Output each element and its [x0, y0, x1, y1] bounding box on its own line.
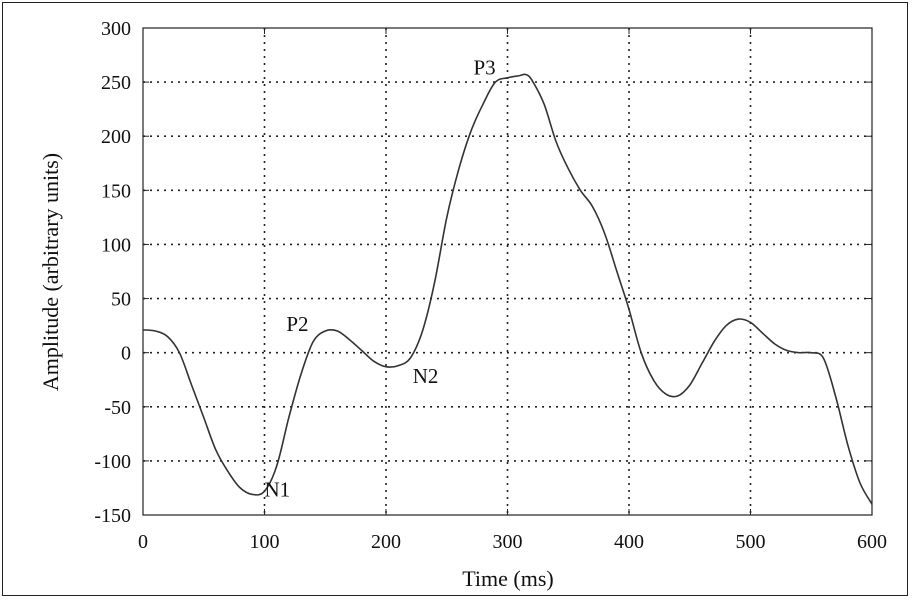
y-tick-label: 100	[101, 234, 131, 256]
plot-area	[142, 27, 873, 516]
y-axis-label: Amplitude (arbitrary units)	[38, 153, 63, 391]
y-tick-label: 300	[101, 18, 131, 40]
peak-annotation: P2	[286, 312, 308, 336]
y-tick-label: 50	[111, 289, 131, 311]
annotations: N1 P2 N2 P3	[265, 56, 496, 502]
y-tick-label: 150	[101, 180, 131, 202]
x-tick-label: 0	[138, 531, 148, 553]
series-line	[142, 73, 873, 505]
y-tick-labels: -150 -100 -50 0 50 100 150 200 250 300	[94, 18, 131, 527]
x-axis-label: Time (ms)	[462, 566, 553, 591]
y-tick-label: -50	[104, 397, 131, 419]
x-tick-label: 500	[736, 531, 766, 553]
y-tick-label: 250	[101, 72, 131, 94]
y-tick-label: -100	[94, 451, 131, 473]
series-layer	[142, 73, 873, 505]
grid-lines	[143, 28, 872, 515]
y-tick-label: 200	[101, 126, 131, 148]
peak-annotation: P3	[473, 56, 495, 80]
x-tick-labels: 0 100 200 300 400 500 600	[138, 531, 887, 553]
peak-annotation: N1	[265, 478, 291, 502]
x-tick-label: 200	[371, 531, 401, 553]
peak-annotation: N2	[413, 364, 439, 388]
y-tick-label: -150	[94, 505, 131, 527]
x-tick-label: 400	[614, 531, 644, 553]
axis-ticks	[142, 27, 873, 516]
x-tick-label: 300	[493, 531, 523, 553]
y-tick-label: 0	[121, 343, 131, 365]
x-tick-label: 600	[857, 531, 887, 553]
x-tick-label: 100	[250, 531, 280, 553]
